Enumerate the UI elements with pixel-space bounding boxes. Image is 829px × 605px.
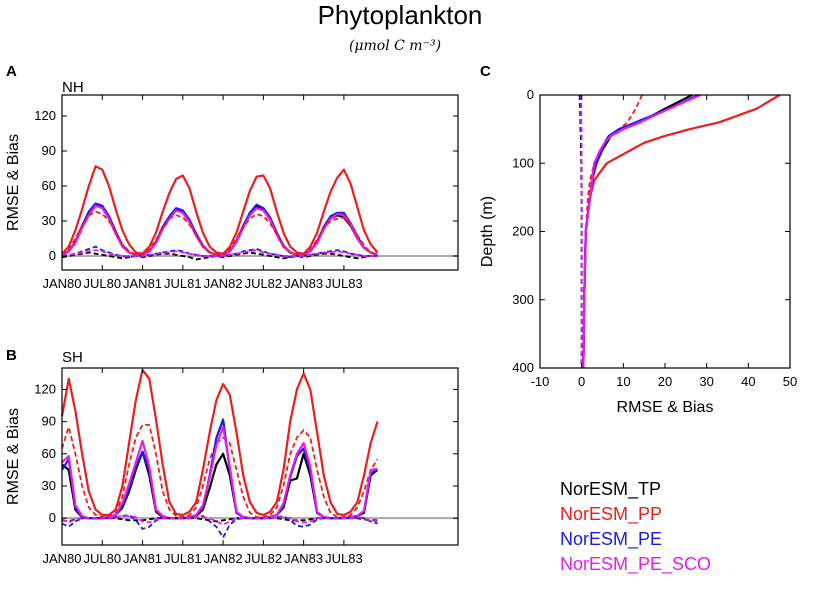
y-tick-label: 120 — [34, 108, 56, 123]
x-tick-label: JAN81 — [123, 276, 162, 291]
y-tick-label: 200 — [512, 224, 534, 239]
x-tick-label: JUL80 — [83, 276, 121, 291]
panel-c: C -10 0 10 20 30 40 50 0 100 200 300 400 RMSE & Bias D… — [479, 63, 797, 416]
x-tick-label: JUL81 — [164, 551, 202, 566]
y-tick-label: 0 — [527, 87, 534, 102]
panel-letter: C — [480, 63, 491, 80]
series-line — [62, 204, 378, 255]
figure-units: (μmol C m⁻³) — [349, 38, 441, 54]
y-tick-label: 90 — [42, 414, 56, 429]
x-tick-label: JAN80 — [42, 276, 81, 291]
x-tick-label: 0 — [578, 374, 585, 389]
x-tick-label: -10 — [531, 374, 550, 389]
y-axis-label: Depth (m) — [479, 196, 496, 267]
series-line — [62, 370, 378, 515]
y-tick-label: 30 — [42, 213, 56, 228]
x-tick-label: JUL80 — [83, 551, 121, 566]
x-tick-label: JAN81 — [123, 551, 162, 566]
y-tick-label: 60 — [42, 178, 56, 193]
legend-entry-pe-sco: NorESM_PE_SCO — [560, 554, 711, 575]
y-tick-label: 30 — [42, 478, 56, 493]
series-line — [62, 166, 378, 254]
series-line — [583, 95, 700, 368]
x-tick-label: JUL81 — [164, 276, 202, 291]
y-tick-label: 120 — [34, 381, 56, 396]
legend: NorESM_TP NorESM_PP NorESM_PE NorESM_PE_… — [560, 479, 711, 575]
figure-title: Phytoplankton — [318, 0, 483, 30]
x-tick-label: JAN83 — [284, 551, 323, 566]
panel-tag: NH — [62, 79, 84, 96]
y-axis-label: RMSE & Bias — [5, 134, 22, 231]
legend-entry-tp: NorESM_TP — [560, 479, 661, 500]
x-tick-label: 40 — [741, 374, 755, 389]
series-line — [583, 95, 692, 368]
y-tick-label: 0 — [49, 510, 56, 525]
x-tick-label: 20 — [658, 374, 672, 389]
x-tick-label: JAN82 — [204, 551, 243, 566]
series-line — [62, 206, 378, 255]
x-tick-label: JAN82 — [204, 276, 243, 291]
panel-tag: SH — [62, 349, 83, 366]
x-tick-label: JUL82 — [245, 551, 283, 566]
y-tick-label: 300 — [512, 292, 534, 307]
y-tick-label: 0 — [49, 248, 56, 263]
series-line — [62, 452, 378, 519]
legend-entry-pe: NorESM_PE — [560, 529, 662, 550]
y-tick-label: 60 — [42, 446, 56, 461]
panel-letter: A — [6, 63, 17, 80]
x-tick-label: 10 — [616, 374, 630, 389]
x-tick-label: 30 — [699, 374, 713, 389]
y-tick-label: 90 — [42, 143, 56, 158]
x-tick-label: JAN80 — [42, 551, 81, 566]
x-tick-label: JUL83 — [325, 551, 363, 566]
y-axis-label: RMSE & Bias — [5, 408, 22, 505]
y-tick-label: 100 — [512, 155, 534, 170]
x-axis-label: RMSE & Bias — [617, 399, 714, 416]
panel-letter: B — [6, 347, 17, 364]
series-line — [62, 205, 378, 255]
x-tick-label: JAN83 — [284, 276, 323, 291]
legend-entry-pp: NorESM_PP — [560, 504, 662, 525]
x-tick-label: 50 — [783, 374, 797, 389]
series-line — [583, 95, 698, 368]
x-tick-label: JUL82 — [245, 276, 283, 291]
y-tick-label: 400 — [512, 360, 534, 375]
x-tick-label: JUL83 — [325, 276, 363, 291]
